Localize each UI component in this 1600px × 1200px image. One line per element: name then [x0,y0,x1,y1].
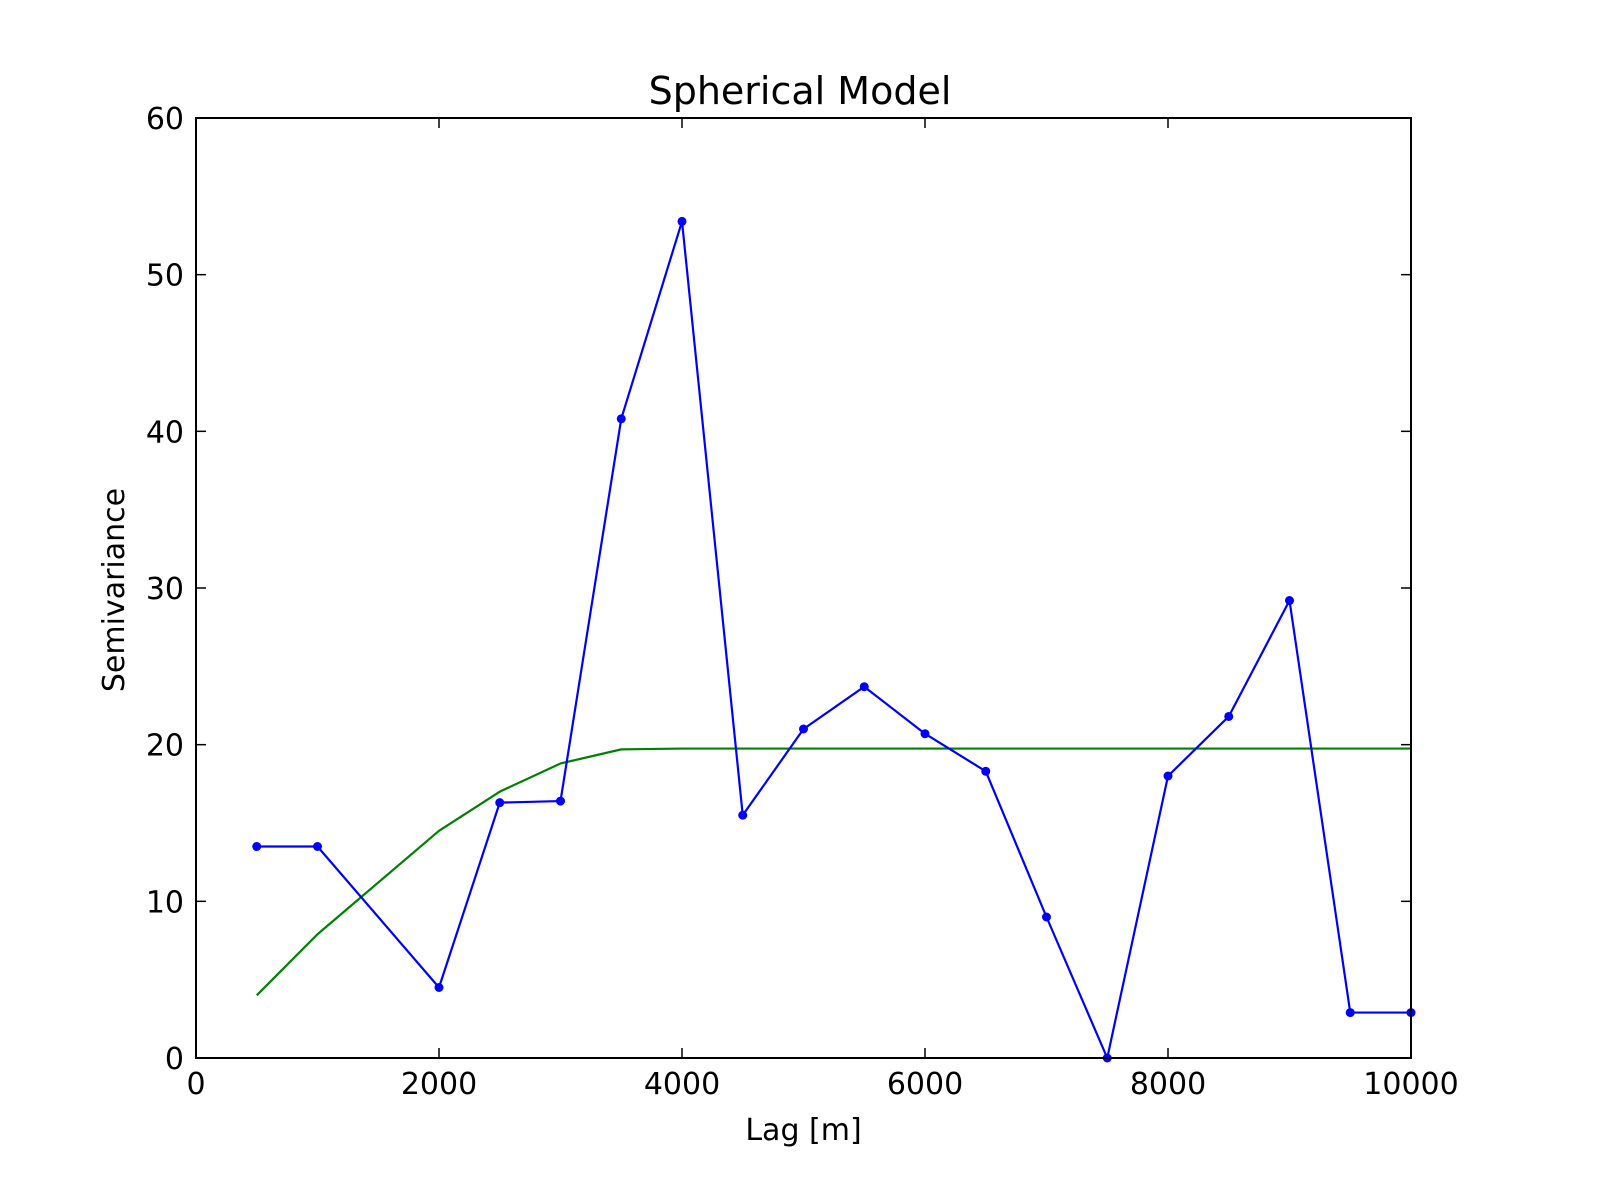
data-point [495,798,505,808]
y-tick-label: 50 [146,259,184,294]
y-tick-label: 30 [146,572,184,607]
series-empirical [252,216,1416,1063]
y-tick-label: 10 [146,885,184,920]
data-point [1345,1008,1355,1018]
data-point [1224,711,1234,721]
data-point [1042,912,1051,922]
series-layer [252,216,1416,1063]
y-axis-label: Semivariance [97,488,132,692]
y-tick-label: 0 [165,1042,184,1077]
data-point [1285,596,1294,606]
data-point [859,682,869,692]
chart-title: Spherical Model [649,69,952,113]
data-point [556,796,565,806]
data-point [677,216,687,226]
data-point [616,414,626,424]
x-axis-label: Lag [m] [745,1113,861,1148]
series-line [256,220,1411,1060]
data-point [738,810,748,820]
x-tick-label: 0 [186,1067,205,1102]
x-tick-label: 10000 [1363,1067,1458,1102]
x-tick-label: 8000 [1130,1067,1206,1102]
data-point [981,766,991,776]
y-tick-label: 20 [146,729,184,764]
data-point [313,842,322,851]
data-point [799,724,808,734]
series-spherical-model [255,747,1411,997]
x-tick-label: 2000 [401,1067,477,1102]
series-line [255,747,1411,997]
data-point [1163,771,1173,781]
x-tick-label: 4000 [644,1067,720,1102]
data-point [920,729,930,739]
x-tick-label: 6000 [887,1067,963,1102]
data-point [252,842,262,851]
y-tick-label: 40 [146,415,184,450]
tick-layer: 0 2000 4000 6000 8000 10000 0 10 20 30 40 50 60 [146,102,1459,1102]
y-tick-label: 60 [146,102,184,137]
data-point [434,983,444,992]
